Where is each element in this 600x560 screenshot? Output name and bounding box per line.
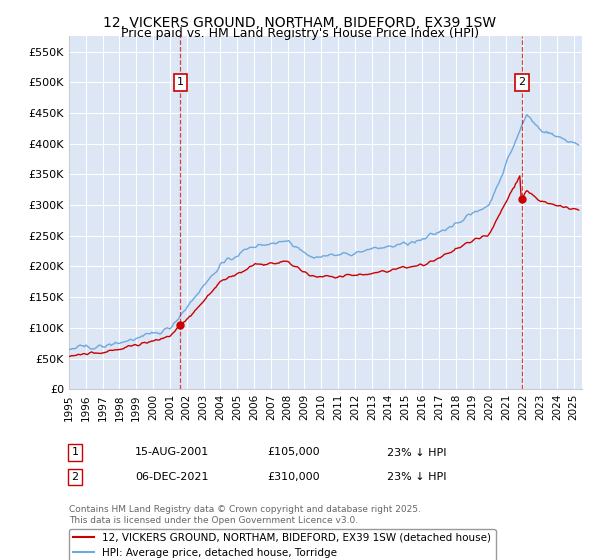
Text: 23% ↓ HPI: 23% ↓ HPI bbox=[387, 472, 446, 482]
Text: 06-DEC-2021: 06-DEC-2021 bbox=[135, 472, 209, 482]
Text: 23% ↓ HPI: 23% ↓ HPI bbox=[387, 447, 446, 458]
Text: 1: 1 bbox=[71, 447, 79, 458]
Text: £105,000: £105,000 bbox=[267, 447, 320, 458]
Legend: 12, VICKERS GROUND, NORTHAM, BIDEFORD, EX39 1SW (detached house), HPI: Average p: 12, VICKERS GROUND, NORTHAM, BIDEFORD, E… bbox=[69, 529, 496, 560]
Text: £310,000: £310,000 bbox=[267, 472, 320, 482]
Text: Price paid vs. HM Land Registry's House Price Index (HPI): Price paid vs. HM Land Registry's House … bbox=[121, 27, 479, 40]
Text: 15-AUG-2001: 15-AUG-2001 bbox=[135, 447, 209, 458]
Text: Contains HM Land Registry data © Crown copyright and database right 2025.
This d: Contains HM Land Registry data © Crown c… bbox=[69, 505, 421, 525]
Text: 2: 2 bbox=[518, 77, 526, 87]
Text: 12, VICKERS GROUND, NORTHAM, BIDEFORD, EX39 1SW: 12, VICKERS GROUND, NORTHAM, BIDEFORD, E… bbox=[103, 16, 497, 30]
Text: 2: 2 bbox=[71, 472, 79, 482]
Text: 1: 1 bbox=[177, 77, 184, 87]
